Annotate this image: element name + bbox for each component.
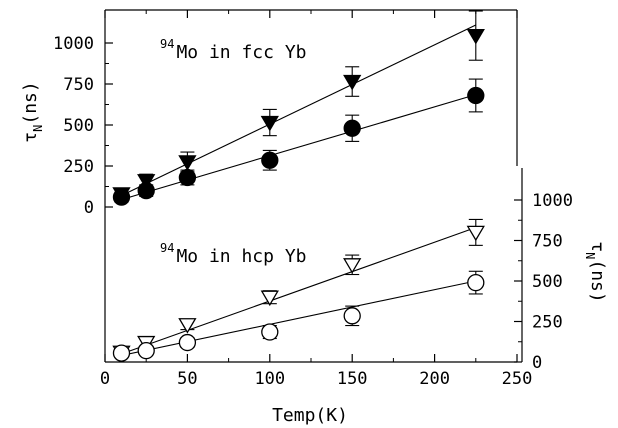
data-markers <box>112 10 485 362</box>
right-y-axis: 0 250 500 750 1000 <box>514 191 573 373</box>
annotation-hcp: 94 Mo in hcp Yb <box>160 241 307 267</box>
data-point-circle <box>343 307 361 325</box>
left-y-label-rest: (ns) <box>20 81 41 124</box>
data-point-triangle <box>137 174 156 190</box>
data-point-circle <box>467 273 485 292</box>
left-y-label-main: τ <box>20 132 41 143</box>
data-point-circle <box>112 344 131 362</box>
data-point-triangle <box>260 115 279 132</box>
left-y-label-sub: N <box>31 125 45 132</box>
right-y-tick-label: 500 <box>532 272 563 292</box>
x-tick-label: 50 <box>177 369 197 389</box>
x-tick-label: 100 <box>254 369 285 389</box>
data-point-triangle <box>178 318 197 334</box>
data-point-circle <box>261 323 279 341</box>
right-y-tick-label: 250 <box>532 313 563 333</box>
data-point-circle <box>137 342 155 360</box>
x-tick-label: 0 <box>100 369 110 389</box>
annotation-hcp-text: Mo in hcp Yb <box>176 246 306 267</box>
right-y-label-sub: N <box>583 252 597 259</box>
annotation-fcc: 94 Mo in fcc Yb <box>160 37 307 63</box>
x-tick-label: 250 <box>502 369 533 389</box>
data-point-circle <box>178 333 197 352</box>
right-y-tick-label: 1000 <box>532 191 573 211</box>
fit-line-0 <box>121 24 477 197</box>
left-y-tick-label: 750 <box>63 75 94 95</box>
right-y-label-main: τ <box>587 241 608 252</box>
left-y-tick-label: 0 <box>84 198 94 218</box>
data-point-circle <box>467 86 485 105</box>
data-point-triangle <box>466 28 485 45</box>
annotation-fcc-sup: 94 <box>160 37 174 51</box>
annotation-fcc-text: Mo in fcc Yb <box>176 42 306 63</box>
data-point-triangle <box>343 74 362 91</box>
fit-line-2 <box>121 227 476 355</box>
data-point-triangle <box>260 290 279 307</box>
right-y-tick-label: 0 <box>532 353 542 373</box>
fit-lines <box>121 24 477 357</box>
x-tick-label: 150 <box>337 369 368 389</box>
left-y-axis-label: τN(ns) <box>20 81 45 142</box>
left-y-axis: 0 250 500 750 1000 <box>53 34 113 218</box>
left-y-tick-label: 1000 <box>53 34 94 54</box>
data-point-triangle <box>466 225 485 242</box>
data-point-triangle <box>178 155 197 171</box>
data-point-circle <box>261 151 279 169</box>
x-axis: 0 50 100 150 200 250 <box>100 10 532 389</box>
right-y-tick-label: 750 <box>532 232 563 252</box>
x-axis-label: Temp(K) <box>272 405 348 426</box>
data-point-circle <box>112 188 131 206</box>
data-point-circle <box>178 168 197 187</box>
data-point-circle <box>343 119 361 137</box>
right-y-axis-label: τN(ns) <box>583 241 608 302</box>
data-point-triangle <box>343 258 362 274</box>
left-y-tick-label: 500 <box>63 116 94 136</box>
fit-line-3 <box>121 280 476 357</box>
left-y-tick-label: 250 <box>63 157 94 177</box>
annotation-hcp-sup: 94 <box>160 241 174 255</box>
right-y-label-rest: (ns) <box>587 259 608 302</box>
x-tick-label: 200 <box>419 369 450 389</box>
data-point-circle <box>137 181 155 200</box>
